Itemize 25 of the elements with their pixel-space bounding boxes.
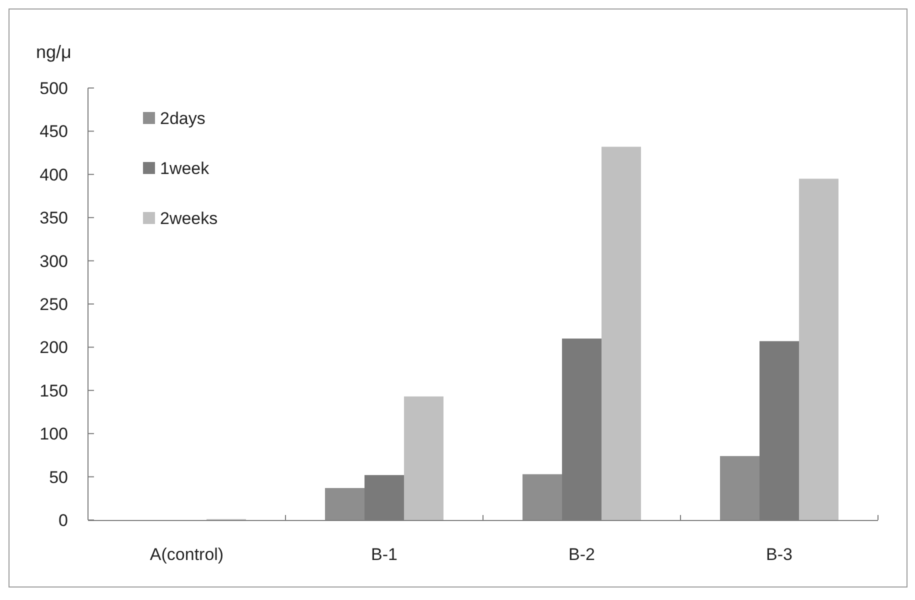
y-tick-label: 500: [40, 78, 68, 98]
bar: [799, 178, 838, 520]
y-tick-label: 150: [40, 381, 68, 400]
bar: [325, 488, 364, 520]
legend-label: 1week: [160, 158, 210, 178]
x-tick-label: B-1: [371, 545, 398, 564]
x-tick-label: B-3: [766, 545, 792, 564]
y-tick-label: 50: [49, 468, 68, 487]
y-tick-label: 100: [40, 424, 68, 444]
y-tick-label: 200: [40, 338, 68, 358]
y-tick-label: 450: [40, 122, 68, 142]
bar: [404, 396, 444, 520]
x-tick-label: B-2: [568, 545, 595, 564]
bar: [602, 146, 641, 520]
y-tick-label: 400: [40, 165, 68, 184]
bar: [522, 474, 562, 520]
y-tick-label: 0: [58, 510, 68, 530]
y-tick-label: 250: [40, 294, 68, 314]
legend-label: 2weeks: [160, 208, 218, 228]
x-tick-label: A(control): [150, 545, 224, 564]
y-tick-label: 350: [40, 208, 68, 228]
bar: [720, 456, 760, 520]
y-tick-label: 300: [40, 252, 68, 271]
legend-label: 2days: [160, 108, 206, 128]
y-axis-title: ng/μ: [36, 42, 72, 62]
